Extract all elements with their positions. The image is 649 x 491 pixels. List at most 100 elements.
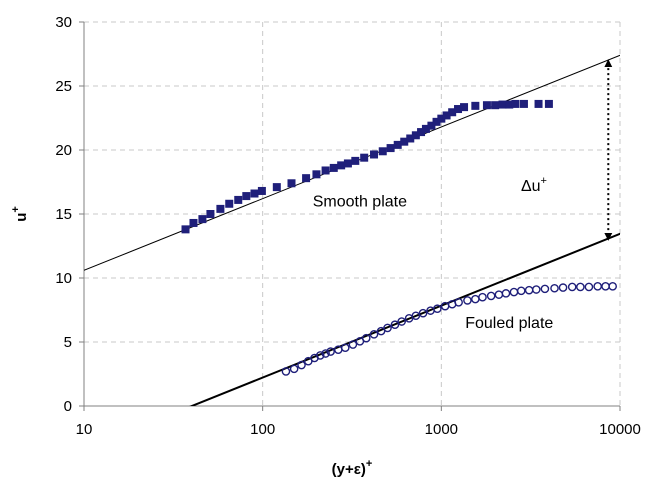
fouled-plate-point [593,282,602,291]
smooth-plate-point [400,137,409,146]
fouled-plate-point [463,296,472,305]
y-tick-label: 10 [55,270,72,287]
fouled-plate-point [509,287,519,297]
fouled-plate-point [348,340,358,349]
x-tick-label: 10000 [599,421,641,438]
smooth-plate-point [343,159,352,168]
fouled-plate-label: Fouled plate [465,315,553,332]
annotations: Smooth plate Fouled plate Δu+ [313,59,613,332]
fouled-plate-point [289,364,299,374]
smooth-plate-point [216,204,225,213]
fouled-plate-point [297,360,306,370]
axes [79,21,621,411]
fouled-plate-point [494,290,504,299]
smooth-plate-point [505,100,514,109]
fouled-plate-point [361,333,371,343]
smooth-plate-point [321,166,330,175]
smooth-plate-point [360,153,369,162]
smooth-plate-point [287,179,296,188]
fouled-plate-point [418,308,428,318]
fouled-plate-point [340,343,350,353]
fouled-plate-point [454,298,463,307]
fouled-plate-point [326,347,335,356]
smooth-plate-point [448,108,457,117]
fouled-plate-point [486,291,496,301]
smooth-plate-point [198,215,207,224]
x-tick-label: 10 [76,421,93,438]
fit-line [189,232,620,406]
y-tick-label: 25 [55,78,72,95]
smooth-plate-point [406,134,415,143]
fouled-plate-point [567,282,577,292]
fouled-plate-point [397,317,406,326]
smooth-plate-point [417,128,426,137]
y-tick-label: 20 [55,142,72,159]
y-tick-label: 30 [55,14,72,31]
smooth-plate-point [272,183,281,192]
fouled-plate-point [478,292,487,302]
fouled-plate-point [550,283,559,293]
smooth-plate-point [393,140,402,149]
fouled-plate-point [601,282,610,291]
smooth-plate-point [437,114,446,123]
fouled-plate-point [433,304,442,314]
y-axis-title: u+ [10,206,30,222]
smooth-plate-point [491,101,500,110]
smooth-plate-point [378,147,387,156]
y-tick-label: 0 [64,398,72,415]
smooth-plate-point [421,124,430,133]
smooth-plate-point [370,150,379,159]
smooth-plate-point [544,99,553,108]
delta-u-label: Δu+ [521,175,547,195]
fouled-plate-point [584,282,594,292]
fouled-plate-point [576,282,585,292]
smooth-plate-point [225,199,234,208]
fouled-plate-point [315,351,325,360]
fouled-plate-point [390,320,400,330]
fouled-plate-point [369,330,379,339]
smooth-plate-point [250,189,259,198]
smooth-plate-point [411,131,420,140]
smooth-plate-point [454,105,463,114]
smooth-plate-point [427,121,436,130]
y-tick-label: 15 [55,206,72,223]
smooth-plate-point [386,144,395,153]
tick-labels: 10 100 1000 10000 0 5 10 15 20 25 30 [55,14,641,438]
fit-lines [84,54,620,406]
fouled-plate-point [411,311,421,321]
gridlines [84,21,621,406]
fouled-plate-point [516,286,526,296]
y-tick-label: 5 [64,334,72,351]
smooth-plate-point [181,225,190,234]
fouled-plate-point [540,284,550,294]
smooth-plate-point [534,99,543,108]
smooth-plate-point [302,174,311,183]
smooth-plate-point [519,99,528,108]
smooth-plate-point [206,210,215,218]
fouled-plate-point [281,367,291,376]
smooth-plate-point [511,99,520,108]
smooth-plate-point [257,186,266,195]
smooth-plate-point [329,163,338,172]
fouled-plate-point [501,289,511,298]
fouled-plate-point [321,349,330,358]
smooth-plate-point [234,195,243,204]
smooth-plate-label: Smooth plate [313,193,407,210]
smooth-plate-point [312,170,321,179]
smooth-plate-point [189,218,198,227]
smooth-plate-point [471,101,480,110]
smooth-plate-point [498,100,507,109]
fouled-plate-point [383,323,392,333]
smooth-plate-point [460,103,469,112]
fouled-plate-point [608,282,617,291]
fouled-plate-point [558,283,568,292]
smooth-plate-point [432,117,441,126]
fouled-plate-point [531,285,541,294]
x-tick-label: 1000 [425,421,458,438]
smooth-plate-point [337,161,346,170]
fouled-plate-point [524,285,534,295]
x-tick-label: 100 [250,421,275,438]
smooth-plate-point [351,156,360,165]
fouled-plate-point [471,294,480,304]
